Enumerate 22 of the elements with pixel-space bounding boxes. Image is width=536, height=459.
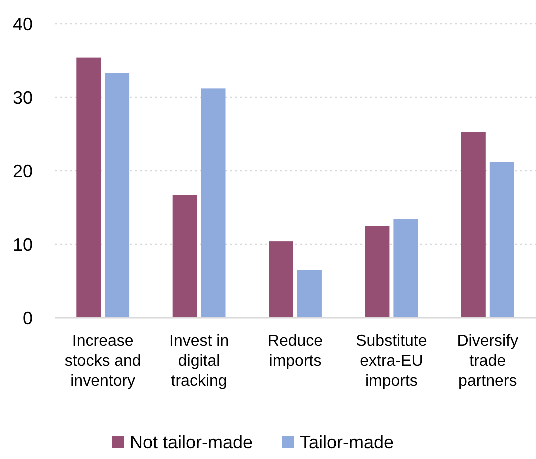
bar bbox=[76, 58, 102, 318]
x-tick-label: Invest in digital tracking bbox=[170, 333, 230, 390]
bar bbox=[365, 226, 390, 318]
x-tick-label: Increase stocks and inventory bbox=[64, 333, 142, 390]
bar bbox=[490, 162, 514, 318]
x-tick-label: Reduce imports bbox=[268, 333, 324, 370]
y-tick-label: 40 bbox=[12, 14, 33, 34]
bar bbox=[298, 270, 322, 318]
y-tick-label: 0 bbox=[22, 308, 33, 328]
y-tick-label: 30 bbox=[12, 88, 33, 108]
bar bbox=[394, 220, 418, 318]
legend-label: Not tailor-made bbox=[130, 432, 254, 452]
y-tick-label: 20 bbox=[12, 161, 33, 182]
bar bbox=[269, 242, 294, 318]
x-tick-label: Diversify trade partners bbox=[457, 333, 519, 390]
legend-label: Tailor-made bbox=[300, 432, 394, 452]
y-tick-label: 10 bbox=[12, 234, 33, 255]
bar bbox=[201, 88, 226, 318]
bar bbox=[461, 132, 486, 318]
x-tick-label: Substitute extra-EU imports bbox=[356, 333, 428, 390]
bar bbox=[172, 195, 198, 318]
bar bbox=[105, 73, 130, 318]
